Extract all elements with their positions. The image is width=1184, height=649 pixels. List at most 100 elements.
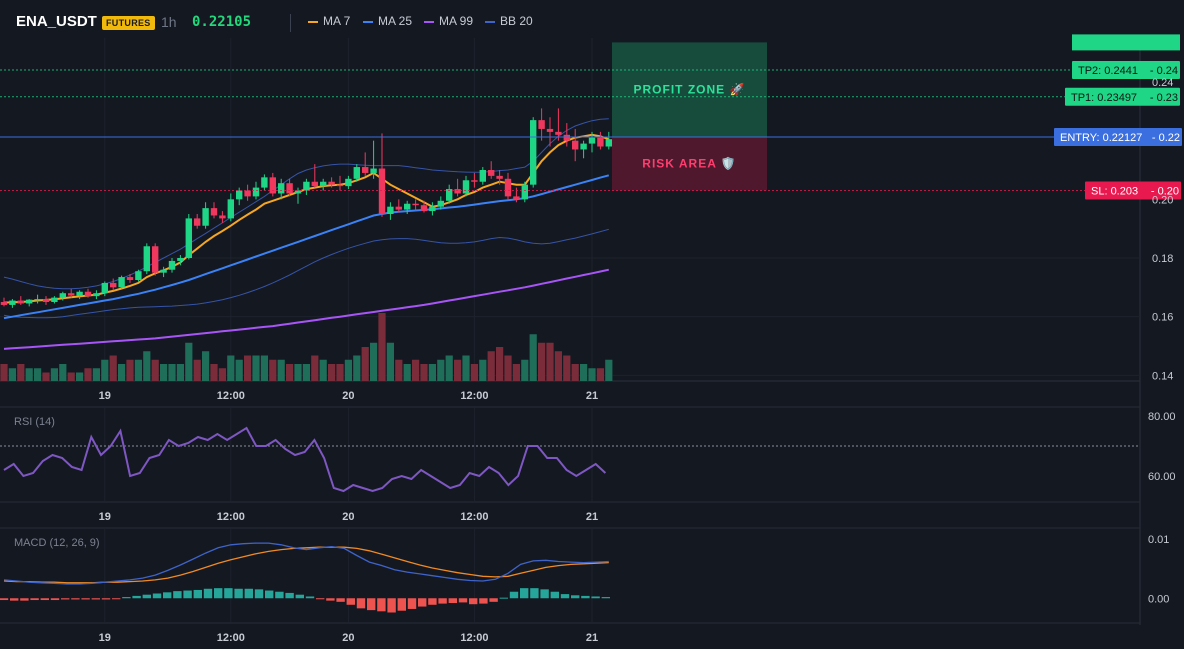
candle-body [252,187,260,197]
volume-bar [34,368,42,381]
macd-histogram-bar [203,588,213,599]
legend-ma7[interactable]: MA 7 [308,14,350,28]
macd-histogram-bar [275,591,284,599]
volume-bar [386,342,394,381]
ma7-line [3,133,610,304]
candle-body [353,167,360,179]
volume-bar [563,355,571,381]
price-x-tick-label: 21 [586,390,598,402]
volume-bar [479,359,487,381]
legend-ma99-swatch [424,20,434,23]
symbol-label[interactable]: ENA_USDT [16,13,97,30]
candle-body [378,168,386,214]
price-axis-tick: 0.20 [1152,194,1173,206]
entry-label-box [1054,127,1182,146]
ma25-line [3,174,610,320]
volume-bar [25,368,33,381]
macd-histogram-bar [458,598,468,603]
macd-histogram-bar [142,594,151,599]
volume-bar [487,351,495,381]
macd-x-tick-label: 12:00 [460,632,488,644]
legend-ma99[interactable]: MA 99 [424,14,473,28]
price-x-tick-label: 12:00 [217,390,245,402]
macd-histogram-bar [479,598,488,604]
macd-histogram-bar [418,598,427,607]
volume-bar [59,364,67,381]
candle-body [269,177,276,194]
volume-bar [185,342,193,381]
macd-histogram-bar [91,598,100,600]
rsi-x-tick-label: 21 [586,511,598,523]
volume-bar [160,364,168,381]
candle-body [328,181,335,185]
macd-histogram-bar [132,595,141,599]
profit-zone-label: PROFIT ZONE 🚀 [634,83,746,97]
macd-histogram-bar [20,598,29,601]
macd-line [3,542,609,585]
candle-body [429,206,436,212]
volume-bar [596,368,604,381]
macd-x-tick-label: 21 [586,632,598,644]
candle-body [362,167,369,173]
candle-body [126,277,134,280]
volume-bar [244,355,252,381]
macd-histogram-bar [305,596,315,599]
macd-histogram-bar [346,598,355,605]
macd-histogram-bar [499,597,508,599]
candle-body [101,282,108,294]
volume-bar [311,355,319,381]
candle-body [194,218,201,226]
bb-upper-line [3,118,609,290]
volume-bar [227,355,235,381]
volume-bar [378,313,386,381]
macd-histogram-bar [152,593,162,599]
timeframe-selector[interactable]: 1h [161,14,177,30]
tp2-axis-value: - 0.24 [1150,65,1178,77]
macd-histogram-bar [356,598,366,609]
candle-body [227,199,234,219]
candle-body [168,260,176,270]
tp1-axis-value: - 0.23 [1150,92,1178,104]
tp3-label-box [1072,34,1180,51]
trade-levels: TP2: 0.2441 - 0.24 TP1: 0.23497 - 0.23 ENTRY… [0,34,1182,200]
candle-body [437,200,444,207]
macd-histogram-bar [285,592,294,599]
volume-bar [420,364,428,381]
volume-bar [17,364,25,381]
volume-bar [370,342,378,381]
legend-bb20[interactable]: BB 20 [485,14,533,28]
volume-bar [403,364,411,381]
rsi-line [3,426,607,493]
volume-bar [412,359,420,381]
volume-bars [0,313,613,381]
candle-body [177,258,184,261]
rsi-title: RSI (14) [14,416,55,428]
ma99-line [3,268,610,350]
candle-body [51,297,58,302]
volume-bar [126,359,134,381]
macd-histogram-bar [224,588,233,599]
candle-body [513,196,520,200]
volume-bar [445,355,453,381]
legend-ma25[interactable]: MA 25 [363,14,412,28]
volume-bar [0,364,8,381]
candle-body [0,302,8,305]
volume-bar [437,359,445,381]
volume-bar [554,351,562,381]
candle-body [462,180,470,194]
macd-histogram-bar [550,591,559,599]
macd-histogram-bar [81,598,90,600]
volume-bar [210,364,218,381]
volume-bar [504,355,512,381]
candle-body [471,180,478,182]
legend-ma25-swatch [363,20,373,23]
candlesticks [0,108,612,308]
candle-body [446,189,453,201]
candle-body [504,178,512,197]
risk-zone-label: RISK AREA 🛡️ [642,157,736,171]
candle-body [110,282,117,288]
candle-body [160,269,167,273]
candle-body [17,300,24,304]
price-x-tick-label: 19 [99,390,111,402]
